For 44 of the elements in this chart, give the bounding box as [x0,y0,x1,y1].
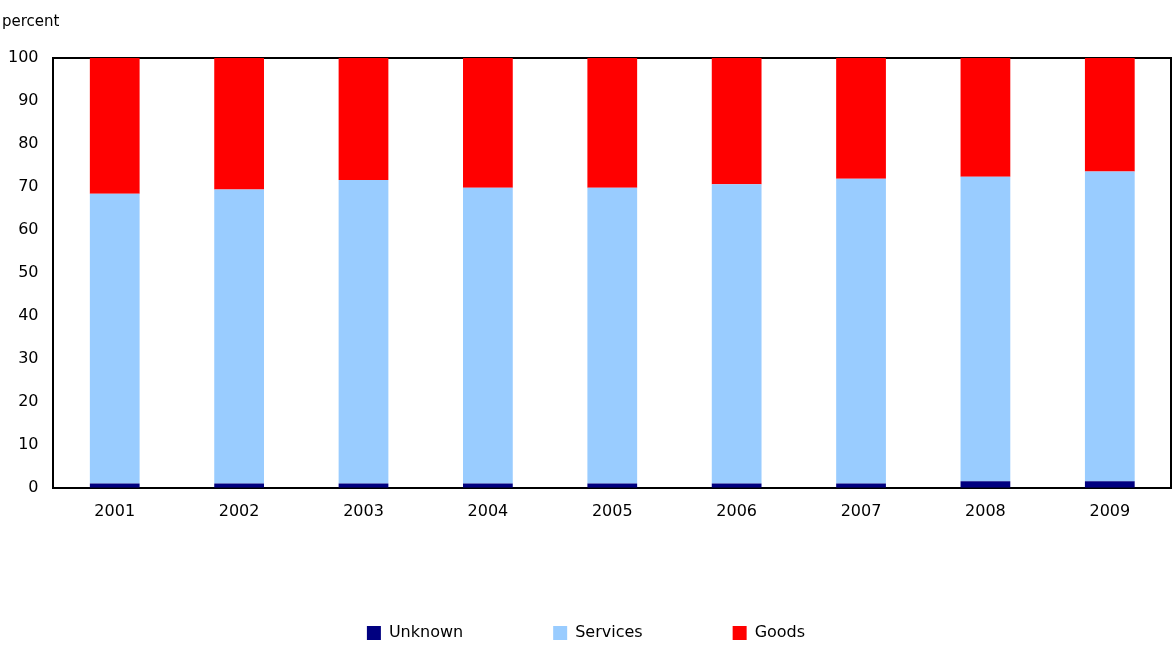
bar [463,187,513,484]
x-tick-label: 2009 [1089,500,1131,520]
y-axis-title: percent [2,12,60,31]
bar [836,58,886,179]
bar [214,189,264,484]
bar [711,184,762,484]
x-tick-label: 2004 [467,500,509,520]
bar [587,187,638,484]
x-tick-label: 2008 [965,500,1006,520]
y-tick-label: 100 [7,47,39,67]
bar [960,176,1011,482]
bar [960,481,1011,488]
bar [89,193,140,484]
bar [214,58,264,190]
y-tick-label: 50 [18,262,39,282]
bar [1084,481,1135,488]
legend-label: Goods [754,622,806,642]
y-tick-label: 30 [18,348,39,368]
legend-label: Services [575,622,643,642]
y-tick-label: 70 [18,176,39,196]
bar [1084,171,1135,482]
bar [1084,58,1135,172]
y-tick-label: 10 [18,433,39,453]
y-tick-label: 20 [18,391,39,410]
y-tick-label: 80 [18,133,39,153]
bar [89,58,140,194]
bar [463,58,513,188]
legend-label: Unknown [388,622,464,642]
bar [587,58,638,188]
y-tick-label: 90 [18,90,39,110]
y-tick-label: 60 [18,219,39,239]
bar [836,178,886,484]
x-tick-label: 2007 [840,500,882,520]
x-tick-label: 2002 [218,500,260,520]
y-tick-label: 40 [18,305,39,325]
x-tick-label: 2005 [591,500,633,520]
x-tick-label: 2006 [716,500,758,520]
bar [338,180,389,484]
x-tick-label: 2001 [94,500,136,520]
y-tick-label: 0 [28,476,39,496]
bar [338,58,389,181]
bar [960,58,1011,177]
x-tick-label: 2003 [343,500,384,520]
bar [711,58,762,185]
